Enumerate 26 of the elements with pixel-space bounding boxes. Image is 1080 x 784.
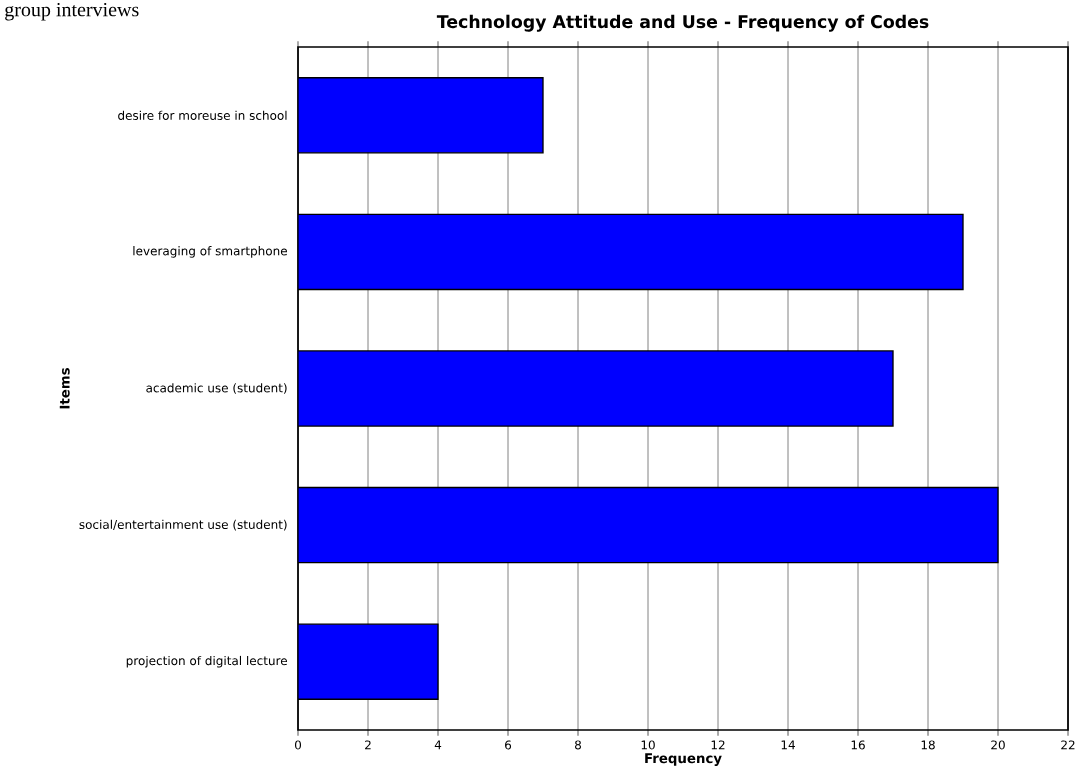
- x-tick-label: 0: [294, 740, 302, 750]
- x-tick-label: 6: [505, 740, 512, 750]
- bar: [298, 213, 964, 291]
- bar: [298, 350, 894, 427]
- chart-title: Technology Attitude and Use - Frequency of Codes: [436, 14, 929, 32]
- x-tick-label: 14: [781, 740, 795, 750]
- bar: [298, 77, 544, 154]
- y-tick-label: desire for moreuse in school: [118, 110, 287, 120]
- y-axis-title: Items: [59, 368, 70, 409]
- x-tick-label: 8: [575, 740, 582, 750]
- x-tick-label: 12: [711, 740, 725, 750]
- y-tick-label: social/entertainment use (student): [79, 519, 287, 531]
- x-tick-label: 10: [641, 740, 655, 750]
- x-axis-title: Frequency: [645, 753, 722, 766]
- y-tick-label: leveraging of smartphone: [133, 246, 287, 258]
- x-tick-label: 22: [1061, 740, 1075, 750]
- bar: [298, 623, 439, 700]
- x-tick-label: 20: [991, 740, 1005, 750]
- x-tick-label: 4: [434, 740, 442, 750]
- y-tick-label: projection of digital lecture: [126, 655, 288, 668]
- y-tick-label: academic use (student): [146, 383, 287, 394]
- x-tick-label: 18: [921, 740, 935, 750]
- text: group interviews: [5, 2, 139, 21]
- bar: [298, 486, 999, 564]
- x-tick-label: 16: [851, 740, 865, 750]
- x-tick-label: 2: [365, 740, 371, 750]
